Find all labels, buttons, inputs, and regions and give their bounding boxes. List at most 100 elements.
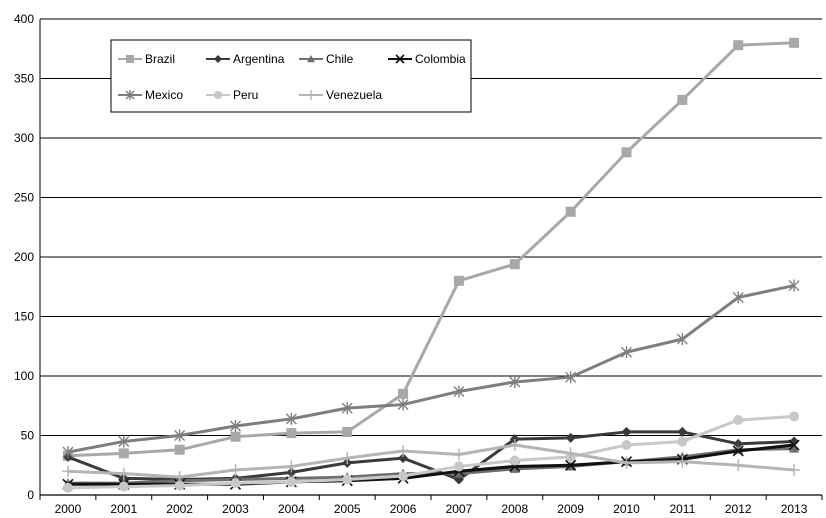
data-point-mexico (174, 429, 186, 442)
legend-marker (126, 55, 134, 63)
x-tick-label: 2012 (725, 502, 752, 516)
data-point-peru (342, 474, 353, 485)
data-point-brazil (398, 388, 409, 399)
x-tick-label: 2006 (390, 502, 417, 516)
data-point-peru (118, 481, 129, 492)
data-point-brazil (789, 37, 800, 48)
data-point-brazil (342, 426, 353, 437)
y-tick-label: 300 (14, 131, 34, 145)
data-point-venezuela (452, 448, 465, 461)
legend-label: Mexico (145, 88, 183, 102)
legend-marker (307, 55, 315, 63)
legend-label: Chile (326, 52, 354, 66)
data-point-mexico (397, 398, 409, 411)
y-tick-label: 0 (27, 488, 34, 502)
data-point-argentina (733, 438, 744, 449)
data-point-venezuela (117, 467, 130, 480)
series-line-venezuela (67, 443, 795, 479)
data-point-argentina (565, 432, 576, 443)
data-point-argentina (621, 426, 632, 437)
data-point-mexico (676, 333, 688, 346)
legend: Brazil Argentina Chile Colombia Mexico Peru Ve… (110, 39, 472, 113)
y-tick-label: 50 (21, 429, 35, 443)
series-peru (62, 411, 800, 493)
data-point-venezuela (341, 452, 354, 465)
data-point-brazil (286, 428, 297, 439)
data-point-brazil (174, 444, 185, 455)
legend-item-peru: Peru (206, 88, 258, 102)
data-point-venezuela (397, 444, 410, 457)
data-point-peru (789, 411, 800, 422)
data-point-mexico (341, 402, 353, 415)
legend-label: Venezuela (326, 88, 382, 102)
data-point-chile (509, 463, 520, 473)
data-point-colombia (732, 445, 744, 457)
legend-label: Argentina (233, 52, 285, 66)
x-tick-label: 2009 (557, 502, 584, 516)
y-tick-label: 400 (14, 12, 34, 26)
data-point-brazil (621, 147, 632, 158)
data-point-peru (174, 480, 185, 491)
legend-item-mexico: Mexico (118, 88, 183, 102)
x-tick-label: 2008 (501, 502, 528, 516)
data-point-peru (398, 470, 409, 481)
legend-label: Colombia (415, 52, 466, 66)
legend-marker (306, 90, 316, 100)
y-tick-label: 250 (14, 191, 34, 205)
data-point-mexico (230, 419, 241, 432)
data-point-venezuela (564, 447, 577, 460)
data-point-brazil (509, 259, 520, 270)
data-point-mexico (788, 279, 800, 292)
data-point-mexico (509, 375, 521, 388)
data-point-venezuela (732, 459, 745, 472)
data-point-argentina (398, 453, 409, 464)
data-point-brazil (733, 40, 744, 51)
series-line-peru (67, 414, 795, 490)
legend-label: Brazil (145, 52, 175, 66)
data-point-venezuela (676, 455, 689, 468)
data-point-peru (62, 482, 73, 493)
x-tick-label: 2013 (781, 502, 808, 516)
data-point-mexico (285, 412, 297, 425)
data-point-mexico (453, 385, 465, 398)
x-tick-label: 2007 (446, 502, 473, 516)
data-point-mexico (62, 446, 74, 459)
data-point-venezuela (620, 456, 633, 469)
data-point-argentina (677, 426, 688, 437)
x-tick-label: 2005 (334, 502, 361, 516)
data-point-venezuela (229, 464, 242, 477)
data-point-peru (677, 436, 688, 447)
y-tick-label: 350 (14, 72, 34, 86)
legend-item-venezuela: Venezuela (299, 88, 382, 102)
x-axis-ticks: 2000 2001 2002 2003 2004 2005 2006 2007 2008 2009… (39, 495, 823, 516)
data-point-colombia (565, 459, 577, 471)
data-point-mexico (732, 291, 744, 304)
data-point-brazil (118, 448, 129, 459)
data-point-brazil (230, 431, 241, 442)
x-tick-label: 2004 (278, 502, 305, 516)
y-axis-ticks: 0 50 100 150 200 250 300 350 400 (14, 12, 34, 502)
data-point-peru (509, 455, 520, 466)
data-point-mexico (621, 346, 632, 359)
data-point-peru (453, 461, 464, 472)
series-mexico (62, 279, 800, 459)
data-point-mexico (565, 371, 577, 384)
legend-marker (395, 54, 405, 64)
legend-item-brazil: Brazil (118, 52, 175, 66)
data-point-brazil (565, 206, 576, 217)
data-point-brazil (677, 94, 688, 105)
legend-marker (214, 91, 222, 99)
series-line-mexico (67, 284, 795, 454)
data-point-peru (621, 440, 632, 451)
data-point-peru (733, 415, 744, 426)
data-point-venezuela (508, 439, 521, 452)
data-point-chile (789, 443, 800, 453)
legend-item-chile: Chile (299, 52, 354, 66)
data-point-venezuela (285, 460, 298, 473)
y-tick-label: 100 (14, 369, 34, 383)
x-tick-label: 2001 (110, 502, 137, 516)
x-tick-label: 2000 (55, 502, 82, 516)
y-tick-label: 200 (14, 250, 34, 264)
x-tick-label: 2011 (669, 502, 695, 516)
